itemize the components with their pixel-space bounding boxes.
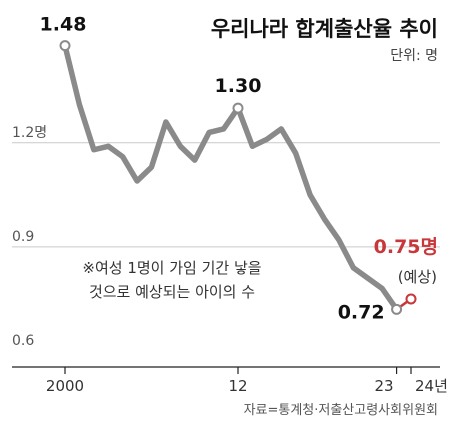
data-labels: 1.48 1.30 0.72 0.75명 (예상)	[40, 14, 438, 324]
y-tick-label: 0.6	[12, 333, 34, 349]
series-lines	[59, 40, 417, 315]
y-tick-label: 0.9	[12, 229, 34, 245]
x-tick-label: 2000	[46, 377, 84, 395]
data-label: 0.72	[338, 301, 385, 323]
x-tick-label: 24년	[415, 377, 448, 395]
data-label: 1.30	[215, 75, 262, 97]
y-tick-label: 1.2명	[12, 125, 47, 141]
series-line-actual	[62, 42, 400, 313]
y-axis-ticks: 0.6 0.9 1.2명	[12, 125, 47, 349]
note-line-1: ※여성 1명이 가임 기간 낳을	[82, 259, 261, 277]
data-label: 0.75명	[374, 236, 438, 258]
data-point-marker	[232, 102, 244, 114]
x-axis-ticks: 2000 12 23 24년	[46, 367, 448, 395]
unit-label: 단위: 명	[390, 48, 438, 64]
data-point-marker	[405, 293, 417, 305]
data-label: 1.48	[40, 14, 87, 36]
note-line-2: 것으로 예상되는 아이의 수	[89, 283, 255, 301]
source-note: 자료=통계청·저출산고령사회위원회	[244, 403, 438, 418]
x-tick-label: 23	[374, 377, 393, 395]
data-label: (예상)	[398, 268, 437, 286]
x-tick-label: 12	[228, 377, 247, 395]
data-point-marker	[391, 303, 403, 315]
chart-title: 우리나라 합계출산율 추이	[211, 17, 438, 41]
data-point-marker	[59, 40, 71, 52]
gridlines	[12, 142, 440, 248]
